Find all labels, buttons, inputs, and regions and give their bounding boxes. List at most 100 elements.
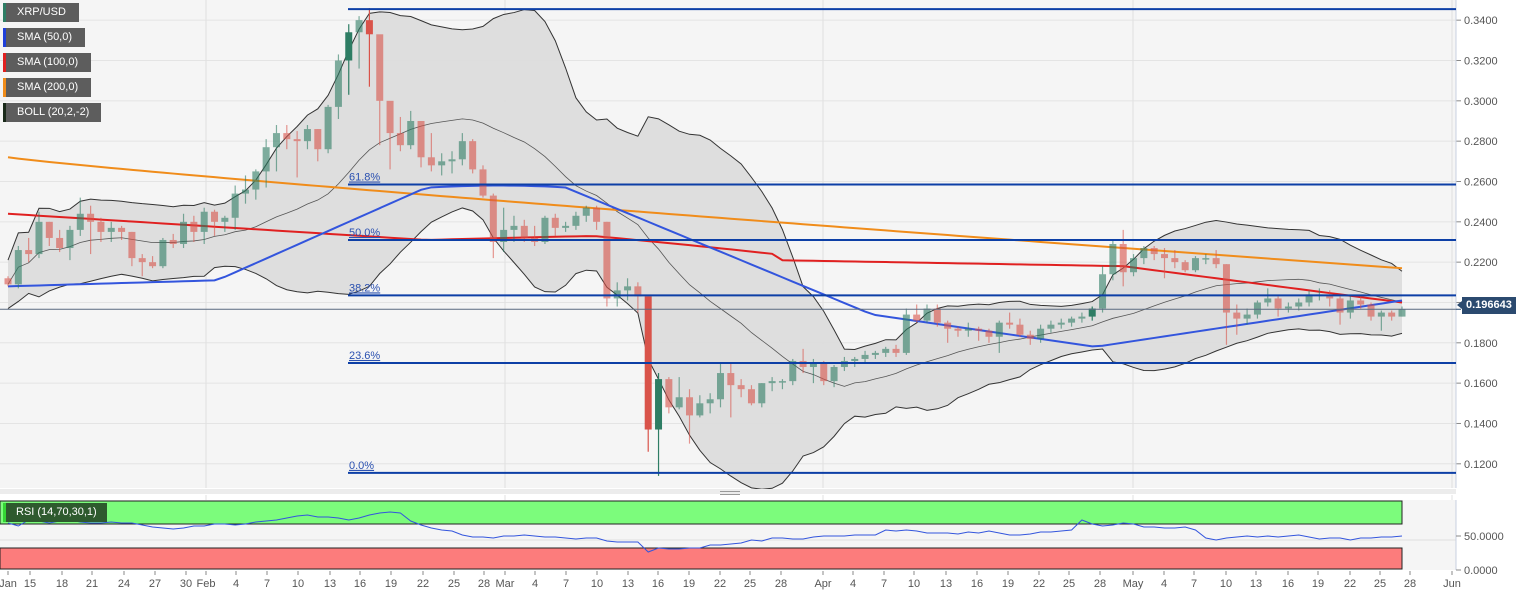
candle [634, 282, 642, 313]
x-axis-label: Jun [1443, 578, 1461, 590]
x-axis-label: 19 [1002, 578, 1014, 590]
legend-item-sma-100-0[interactable]: SMA (100,0) [3, 53, 91, 72]
candle [1367, 302, 1375, 321]
rsi-axis-label: 0.0000 [1464, 565, 1498, 577]
legend-item-sma-200-0[interactable]: SMA (200,0) [3, 78, 91, 97]
x-axis-label: 16 [652, 578, 664, 590]
x-axis-label: 22 [417, 578, 429, 590]
resize-handle-icon[interactable] [720, 494, 740, 495]
y-axis-label: 0.1400 [1464, 418, 1498, 430]
rsi-overbought-zone [0, 500, 1403, 525]
x-axis-label: 13 [1250, 578, 1262, 590]
candle [169, 233, 177, 249]
candle [479, 165, 487, 198]
candle [675, 377, 683, 410]
x-axis-label: 16 [971, 578, 983, 590]
candle [427, 133, 435, 172]
x-axis-label: 18 [56, 578, 68, 590]
x-axis-label: 13 [622, 578, 634, 590]
candle [489, 193, 497, 259]
x-axis-label: 16 [354, 578, 366, 590]
x-axis-label: 10 [1220, 578, 1232, 590]
x-axis-label: 13 [324, 578, 336, 590]
candle [747, 385, 755, 406]
candle [582, 205, 590, 222]
candle [1212, 250, 1220, 269]
candle [1284, 302, 1292, 313]
candle [45, 221, 53, 247]
candle [241, 175, 249, 204]
resize-handle-icon[interactable] [720, 491, 740, 492]
x-axis-label: 19 [1312, 578, 1324, 590]
candle [56, 229, 64, 253]
fib-level-label: 0.0% [349, 460, 374, 472]
candle [624, 278, 632, 301]
candle [1305, 290, 1313, 307]
candle [1037, 324, 1045, 343]
candle [1274, 296, 1282, 317]
candle [66, 225, 74, 261]
candle [35, 211, 43, 259]
candle [1099, 266, 1107, 313]
x-axis-label: 15 [24, 578, 36, 590]
x-axis-label: 22 [714, 578, 726, 590]
x-axis-label: 21 [86, 578, 98, 590]
fib-level-label: 38.2% [349, 282, 380, 294]
candle [964, 322, 972, 337]
y-axis-label: 0.3400 [1464, 15, 1498, 27]
y-axis-label: 0.2400 [1464, 217, 1498, 229]
candle [76, 197, 84, 236]
rsi-axis-label: 50.0000 [1464, 531, 1504, 543]
candle [1026, 330, 1034, 345]
x-axis-label: 30 [180, 578, 192, 590]
x-axis-label: 4 [850, 578, 856, 590]
x-axis-label: 7 [1191, 578, 1197, 590]
candle [655, 373, 663, 476]
candle [159, 237, 167, 269]
candle [716, 362, 724, 408]
bollinger-upper-line [7, 9, 1403, 350]
candle [396, 116, 404, 152]
legend-item-xrp-usd[interactable]: XRP/USD [3, 3, 79, 22]
fib-level-label: 23.6% [349, 350, 380, 362]
x-axis-label: 24 [118, 578, 130, 590]
candle [902, 308, 910, 355]
candle [1140, 246, 1148, 265]
candle [933, 304, 941, 327]
x-axis-label: 28 [1094, 578, 1106, 590]
candle [944, 320, 952, 343]
candle [510, 215, 518, 242]
candle [768, 377, 776, 392]
candle [995, 320, 1003, 353]
rsi-oversold-zone [0, 547, 1403, 570]
legend-item-boll-20-2-2[interactable]: BOLL (20,2,-2) [3, 103, 101, 122]
legend-item-sma-50-0[interactable]: SMA (50,0) [3, 28, 85, 47]
candle [613, 282, 621, 307]
candle [231, 185, 239, 230]
rsi-indicator-label[interactable]: RSI (14,70,30,1) [3, 503, 107, 522]
candle [293, 131, 301, 178]
candle [1388, 310, 1396, 321]
y-axis-label: 0.3200 [1464, 55, 1498, 67]
candle [407, 110, 415, 150]
candle [386, 100, 394, 170]
x-axis-label: 28 [1404, 578, 1416, 590]
candle [975, 326, 983, 341]
candle [345, 24, 353, 95]
candle [97, 217, 105, 242]
x-axis-label: 19 [385, 578, 397, 590]
x-axis-label: Jan [0, 578, 17, 590]
x-axis-label: May [1123, 578, 1144, 590]
x-axis-label: Feb [197, 578, 216, 590]
candle [644, 296, 652, 452]
x-axis-label: 13 [940, 578, 952, 590]
x-axis-label: 10 [591, 578, 603, 590]
candle [190, 215, 198, 242]
y-axis-label: 0.2200 [1464, 257, 1498, 269]
x-axis-label: 4 [233, 578, 239, 590]
candle [500, 207, 508, 253]
candle [799, 348, 807, 374]
candle [871, 350, 879, 359]
candle [985, 328, 993, 343]
